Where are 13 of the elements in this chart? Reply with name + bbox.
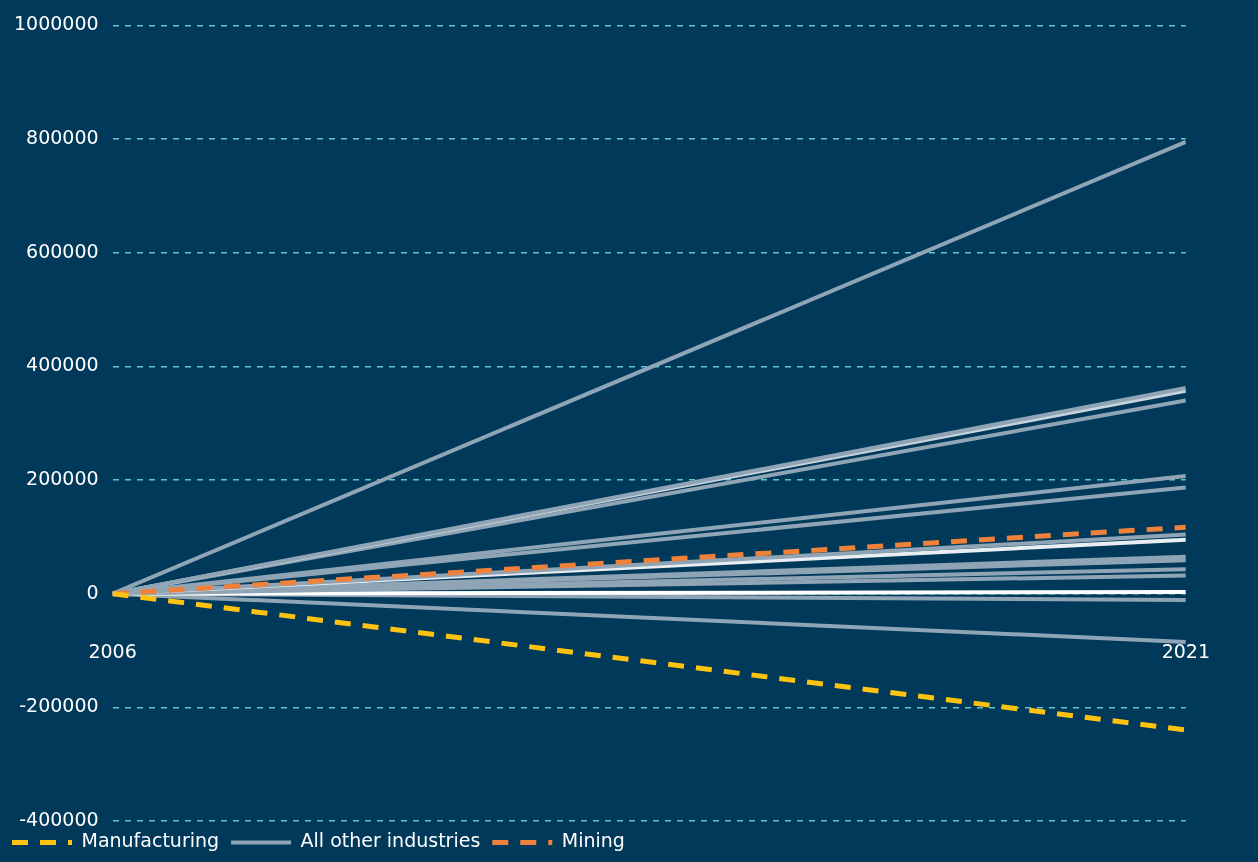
y-tick-label: 200000: [26, 466, 99, 489]
legend-label: All other industries: [300, 829, 481, 852]
x-tick-label: 2021: [1161, 640, 1210, 663]
y-tick-label: -200000: [19, 694, 99, 717]
y-tick-label: 400000: [26, 353, 99, 376]
y-tick-label: 0: [86, 580, 99, 603]
legend-label: Manufacturing: [81, 829, 220, 852]
y-tick-label: 1000000: [13, 12, 99, 35]
x-tick-label: 2006: [88, 640, 137, 663]
y-tick-label: -400000: [19, 807, 99, 830]
legend-label: Mining: [561, 829, 625, 852]
y-tick-label: 600000: [26, 239, 99, 262]
y-tick-label: 800000: [26, 125, 99, 148]
